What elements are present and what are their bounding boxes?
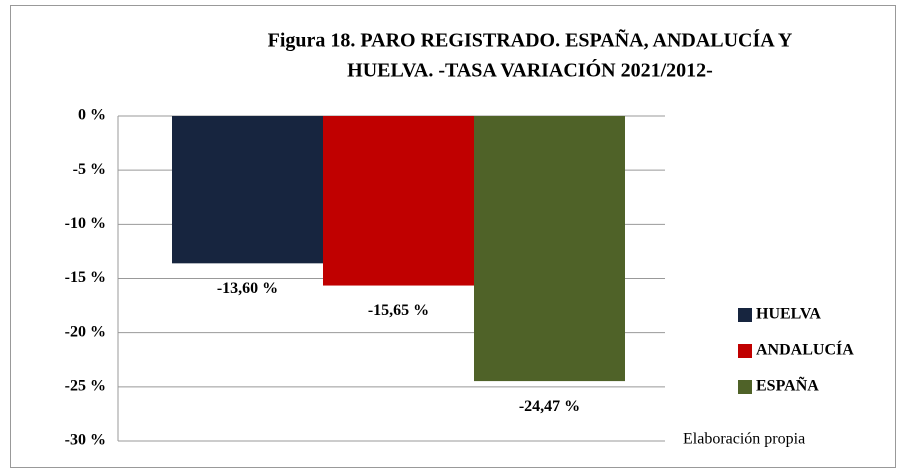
y-tick-label: -30 %: [65, 432, 106, 449]
data-label: -15,65 %: [368, 302, 429, 319]
y-tick-label: -15 %: [65, 269, 106, 286]
legend-swatch: [738, 308, 752, 322]
legend-swatch: [738, 344, 752, 358]
data-label: -24,47 %: [519, 398, 580, 415]
chart-title: Figura 18. PARO REGISTRADO. ESPAÑA, ANDA…: [268, 29, 793, 52]
y-tick-label: -20 %: [65, 323, 106, 340]
data-label: -13,60 %: [217, 280, 278, 297]
legend-label: ESPAÑA: [756, 376, 819, 395]
bar: [172, 116, 323, 264]
y-tick-label: -10 %: [65, 215, 106, 232]
bar: [323, 116, 474, 286]
legend-label: ANDALUCÍA: [756, 340, 854, 359]
legend-swatch: [738, 380, 752, 394]
annotation: Elaboración propia: [683, 431, 805, 448]
y-tick-label: -5 %: [73, 161, 106, 178]
y-tick-label: -25 %: [65, 378, 106, 395]
chart-title: HUELVA. -TASA VARIACIÓN 2021/2012-: [347, 58, 713, 82]
legend-label: HUELVA: [756, 306, 821, 323]
bar: [474, 116, 625, 382]
y-tick-label: 0 %: [78, 107, 106, 124]
